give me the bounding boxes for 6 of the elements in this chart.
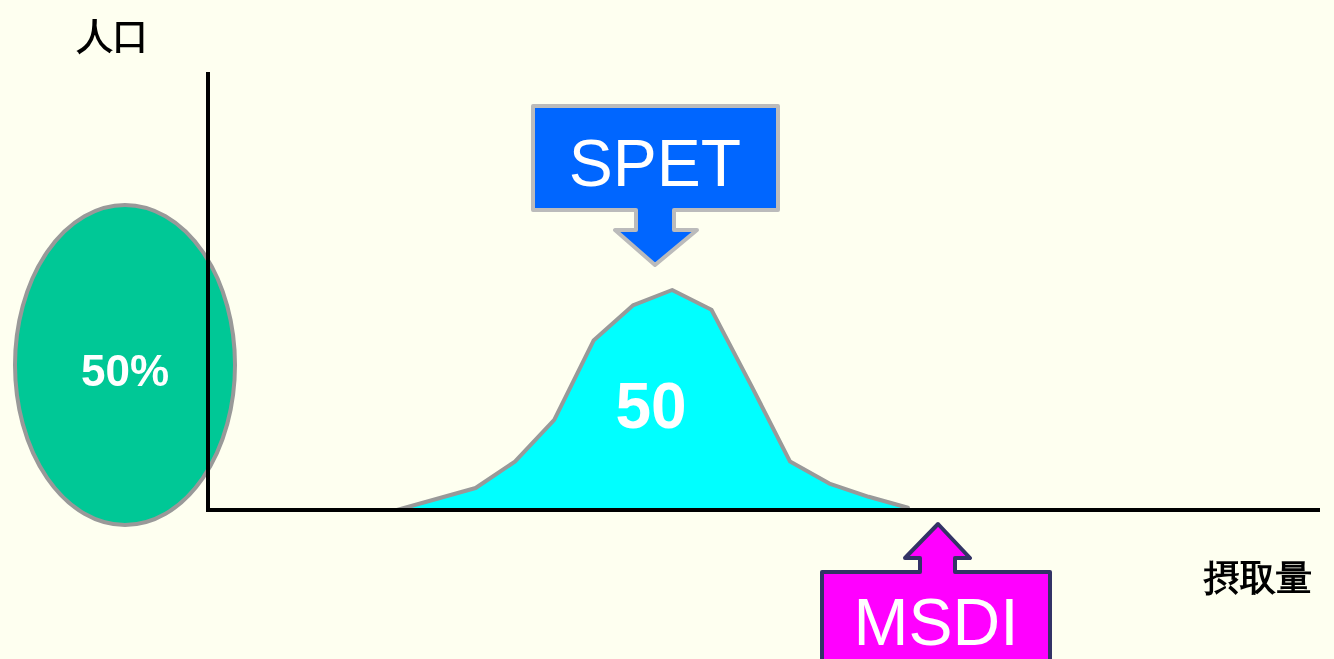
text: 摂取量 [1203,557,1312,598]
text: MSDI [853,585,1019,659]
text: SPET [568,126,742,200]
text: 50% [80,346,170,395]
annotation: 50 [615,370,687,442]
text: 人口 [76,15,149,56]
